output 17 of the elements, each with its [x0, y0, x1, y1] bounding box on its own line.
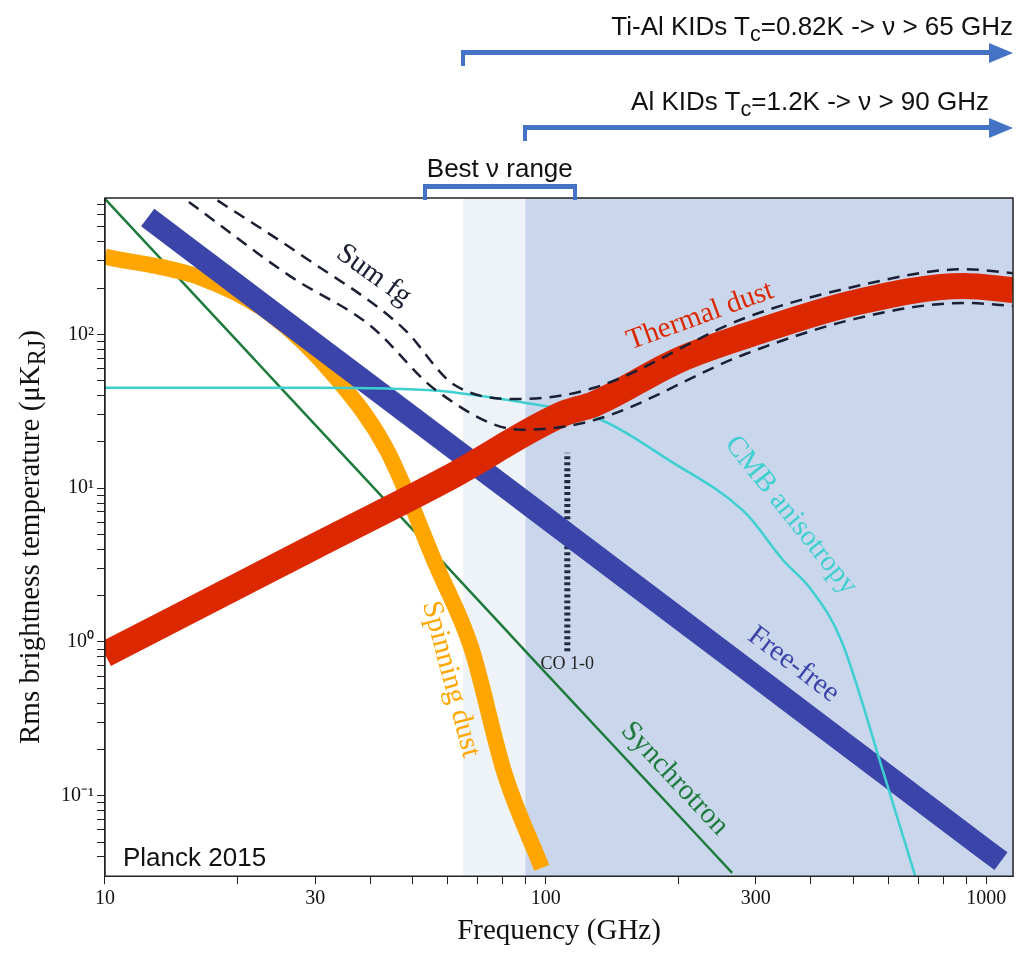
x-tick-label: 300: [740, 886, 771, 909]
x-axis-title: Frequency (GHz): [457, 913, 661, 947]
text: Spinning dust: [416, 597, 489, 761]
x-tick-label: 10: [95, 886, 115, 909]
y-tick-label: 10⁰: [67, 629, 94, 652]
y-tick-label: 10²: [68, 321, 94, 344]
text: Sum fg: [331, 235, 419, 311]
text: Best ν range: [425, 153, 574, 184]
annotation: Planck 2015: [123, 842, 267, 873]
y-tick-label: 10⁻¹: [61, 783, 94, 806]
x-tick-label: 30: [305, 886, 326, 909]
annotation: CO 1-0: [540, 653, 595, 673]
text: Ti-Al KIDs T$_{c}$=0.82K -> ν > 65 GHz: [611, 11, 1013, 48]
text: Al KIDs T$_{c}$=1.2K -> ν > 90 GHz: [631, 86, 989, 123]
y-tick-label: 10¹: [68, 475, 94, 498]
x-tick-label: 100: [530, 886, 561, 909]
x-tick-label: 1000: [966, 886, 1007, 909]
